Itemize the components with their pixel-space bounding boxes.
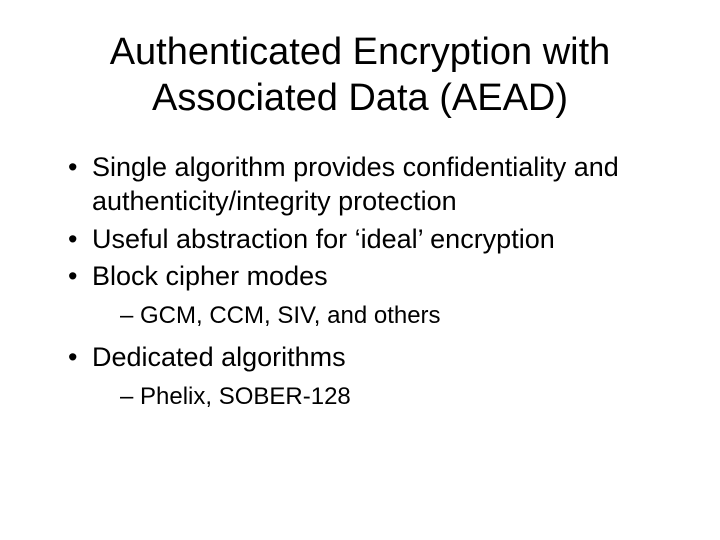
- sub-bullet-text: GCM, CCM, SIV, and others: [140, 302, 441, 329]
- bullet-text: Block cipher modes: [92, 261, 328, 291]
- bullet-list: Single algorithm provides confidentialit…: [40, 151, 680, 412]
- list-item: Useful abstraction for ‘ideal’ encryptio…: [68, 223, 680, 257]
- bullet-text: Useful abstraction for ‘ideal’ encryptio…: [92, 224, 555, 254]
- sub-bullet-list: Phelix, SOBER-128: [92, 381, 680, 412]
- list-item: Block cipher modes GCM, CCM, SIV, and ot…: [68, 260, 680, 331]
- list-item: Single algorithm provides confidentialit…: [68, 151, 680, 219]
- list-item: Dedicated algorithms Phelix, SOBER-128: [68, 341, 680, 412]
- slide: Authenticated Encryption with Associated…: [0, 0, 720, 540]
- bullet-text: Dedicated algorithms: [92, 342, 346, 372]
- sub-list-item: Phelix, SOBER-128: [120, 381, 680, 412]
- sub-list-item: GCM, CCM, SIV, and others: [120, 300, 680, 331]
- bullet-text: Single algorithm provides confidentialit…: [92, 152, 619, 216]
- slide-title: Authenticated Encryption with Associated…: [40, 30, 680, 121]
- sub-bullet-list: GCM, CCM, SIV, and others: [92, 300, 680, 331]
- sub-bullet-text: Phelix, SOBER-128: [140, 383, 351, 410]
